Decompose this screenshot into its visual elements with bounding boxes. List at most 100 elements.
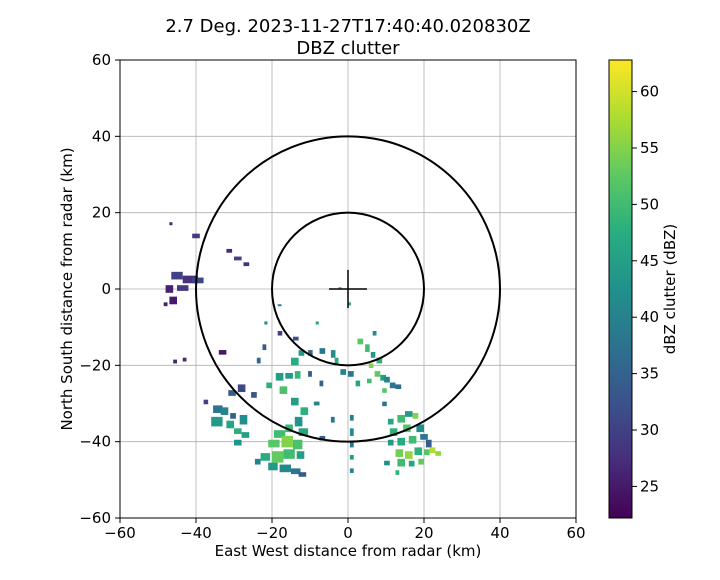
x-axis-ticks: −60 −40 −20 0 20 40 60 — [104, 518, 586, 542]
x-axis-label: East West distance from radar (km) — [215, 542, 482, 560]
x-tick-label: 40 — [490, 524, 509, 542]
clutter-cell — [384, 460, 390, 466]
clutter-cell — [254, 458, 261, 465]
clutter-cell — [241, 432, 250, 438]
clutter-cell — [228, 390, 236, 396]
chart-title-line1: 2.7 Deg. 2023-11-27T17:40:40.020830Z — [165, 16, 530, 37]
clutter-cell — [414, 447, 423, 456]
clutter-cell — [308, 350, 313, 356]
clutter-cell — [357, 338, 364, 345]
clutter-cell — [171, 271, 183, 280]
clutter-cell — [405, 411, 413, 417]
x-tick-label: 60 — [566, 524, 585, 542]
clutter-cell — [213, 405, 223, 414]
clutter-cell — [349, 428, 354, 436]
clutter-cell — [275, 372, 284, 381]
y-tick-label: −60 — [79, 509, 111, 527]
clutter-cell — [319, 348, 326, 354]
clutter-cell — [291, 357, 299, 366]
clutter-cell — [313, 401, 320, 406]
clutter-cell — [349, 455, 354, 460]
colorbar-ticks: 25 30 35 40 45 50 55 60 — [632, 83, 659, 495]
clutter-cell — [268, 462, 278, 471]
x-tick-label: 0 — [343, 524, 353, 542]
y-tick-label: 60 — [92, 51, 111, 69]
clutter-cell — [403, 424, 411, 433]
clutter-cell — [177, 285, 189, 291]
clutter-cell — [283, 449, 295, 459]
clutter-cell — [338, 287, 342, 289]
clutter-cell — [262, 344, 267, 351]
clutter-cell — [424, 449, 430, 456]
y-tick-label: −40 — [79, 433, 111, 451]
clutter-cell — [260, 453, 271, 461]
x-tick-label: −60 — [104, 524, 136, 542]
clutter-cell — [395, 470, 400, 475]
clutter-cell — [173, 359, 177, 364]
clutter-cell — [420, 434, 428, 440]
x-tick-label: −20 — [256, 524, 288, 542]
clutter-cell — [279, 464, 291, 473]
clutter-cell — [367, 378, 372, 384]
clutter-cell — [330, 416, 335, 423]
clutter-cell — [412, 413, 419, 419]
x-tick-label: −40 — [180, 524, 212, 542]
clutter-cell — [365, 344, 370, 352]
clutter-cell — [319, 380, 324, 387]
clutter-cell — [368, 363, 374, 369]
clutter-cell — [285, 372, 293, 379]
clutter-cell — [298, 428, 309, 436]
colorbar-tick-label: 30 — [640, 421, 659, 439]
clutter-cell — [169, 222, 173, 226]
clutter-cell — [243, 262, 250, 267]
y-axis-label: North South distance from radar (km) — [58, 147, 76, 430]
clutter-cell — [169, 296, 177, 305]
colorbar-tick-label: 55 — [640, 139, 659, 157]
clutter-cell — [395, 449, 404, 457]
range-rings — [195, 135, 501, 443]
clutter-cell — [405, 451, 413, 459]
clutter-cell — [315, 321, 319, 325]
clutter-cell — [294, 416, 303, 427]
clutter-cell — [163, 302, 168, 307]
clutter-cell — [226, 420, 234, 429]
clutter-cell — [226, 248, 233, 253]
clutter-cell — [266, 382, 272, 389]
clutter-cell — [298, 472, 307, 477]
colorbar — [608, 59, 633, 519]
clutter-cell — [291, 397, 299, 406]
clutter-cell — [211, 416, 223, 427]
clutter-cell — [279, 386, 288, 394]
clutter-cell — [234, 439, 242, 446]
clutter-cell — [370, 351, 376, 358]
colorbar-label: dBZ clutter (dBZ) — [661, 224, 679, 355]
clutter-cell — [203, 399, 209, 405]
clutter-cell — [397, 458, 405, 467]
clutter-cell — [380, 374, 386, 381]
y-axis-ticks: −60 −40 −20 0 20 40 60 — [79, 51, 120, 527]
clutter-cell — [220, 407, 229, 415]
clutter-cell — [397, 414, 405, 423]
clutter-cell — [277, 304, 282, 307]
clutter-cell — [256, 357, 261, 364]
clutter-cell — [348, 371, 354, 377]
clutter-cell — [349, 441, 354, 448]
clutter-cell — [349, 414, 354, 421]
colorbar-tick-label: 40 — [640, 308, 659, 326]
clutter-cells — [163, 222, 442, 477]
clutter-cell — [374, 371, 381, 377]
clutter-cell — [340, 369, 347, 375]
clutter-cell — [298, 350, 305, 356]
clutter-cell — [418, 458, 424, 465]
clutter-cell — [435, 451, 442, 456]
clutter-cell — [397, 437, 405, 446]
clutter-cell — [165, 285, 174, 293]
clutter-cell — [277, 330, 283, 336]
clutter-cell — [429, 447, 436, 454]
clutter-cell — [387, 418, 394, 425]
clutter-cell — [234, 256, 242, 261]
clutter-cell — [294, 371, 301, 379]
y-tick-label: −20 — [79, 356, 111, 374]
clutter-cell — [192, 277, 204, 284]
